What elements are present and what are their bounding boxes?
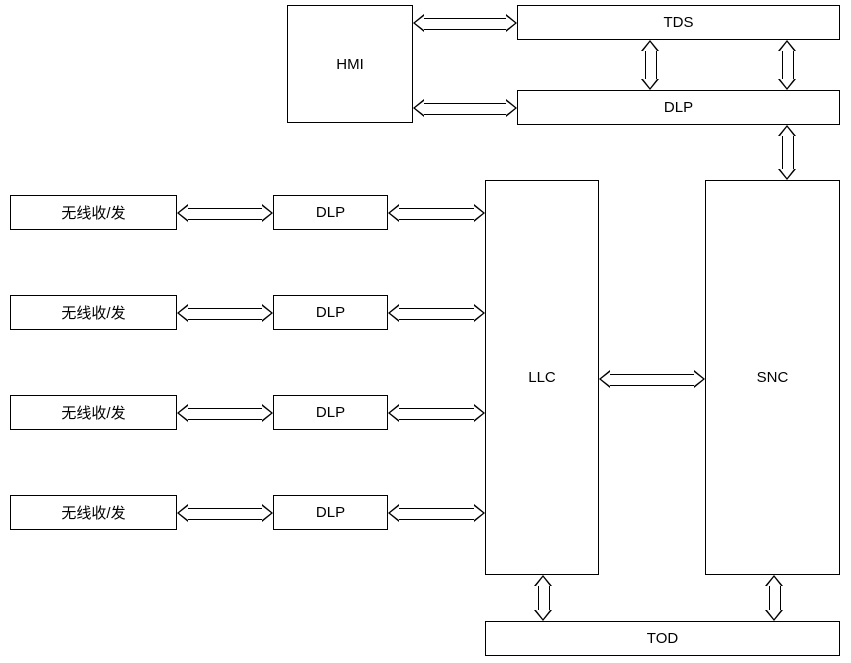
node-dlp2: DLP	[273, 295, 388, 330]
edge-dlp-snc	[778, 125, 796, 180]
node-label: TDS	[664, 14, 694, 31]
node-tod: TOD	[485, 621, 840, 656]
node-rx2: 无线收/发	[10, 295, 177, 330]
node-dlp3: DLP	[273, 395, 388, 430]
node-label: 无线收/发	[61, 402, 125, 423]
node-snc: SNC	[705, 180, 840, 575]
edge-tds-dlp-2	[778, 40, 796, 90]
node-dlp1: DLP	[273, 195, 388, 230]
edge-llc-tod	[534, 575, 552, 621]
edge-tds-dlp-1	[641, 40, 659, 90]
node-label: DLP	[316, 304, 345, 321]
edge-dlp1-llc	[388, 204, 485, 222]
node-label: DLP	[316, 504, 345, 521]
edge-rx2-dlp2	[177, 304, 273, 322]
edge-dlp2-llc	[388, 304, 485, 322]
node-rx1: 无线收/发	[10, 195, 177, 230]
node-rx4: 无线收/发	[10, 495, 177, 530]
node-label: TOD	[647, 630, 678, 647]
node-label: LLC	[528, 369, 556, 386]
edge-hmi-tds	[413, 14, 517, 32]
edge-llc-snc	[599, 370, 705, 388]
node-label: DLP	[316, 404, 345, 421]
node-llc: LLC	[485, 180, 599, 575]
edge-dlp4-llc	[388, 504, 485, 522]
node-label: HMI	[336, 56, 364, 73]
node-rx3: 无线收/发	[10, 395, 177, 430]
edge-dlp3-llc	[388, 404, 485, 422]
edge-rx4-dlp4	[177, 504, 273, 522]
node-hmi: HMI	[287, 5, 413, 123]
node-label: DLP	[664, 99, 693, 116]
edge-snc-tod	[765, 575, 783, 621]
node-tds: TDS	[517, 5, 840, 40]
node-label: DLP	[316, 204, 345, 221]
node-dlp4: DLP	[273, 495, 388, 530]
node-label: 无线收/发	[61, 202, 125, 223]
edge-hmi-dlp	[413, 99, 517, 117]
node-label: 无线收/发	[61, 302, 125, 323]
node-label: 无线收/发	[61, 502, 125, 523]
node-dlp-top: DLP	[517, 90, 840, 125]
edge-rx1-dlp1	[177, 204, 273, 222]
diagram-canvas: HMI TDS DLP 无线收/发 DLP 无线收/发 DLP 无线收/发 DL…	[0, 0, 851, 663]
node-label: SNC	[757, 369, 789, 386]
edge-rx3-dlp3	[177, 404, 273, 422]
